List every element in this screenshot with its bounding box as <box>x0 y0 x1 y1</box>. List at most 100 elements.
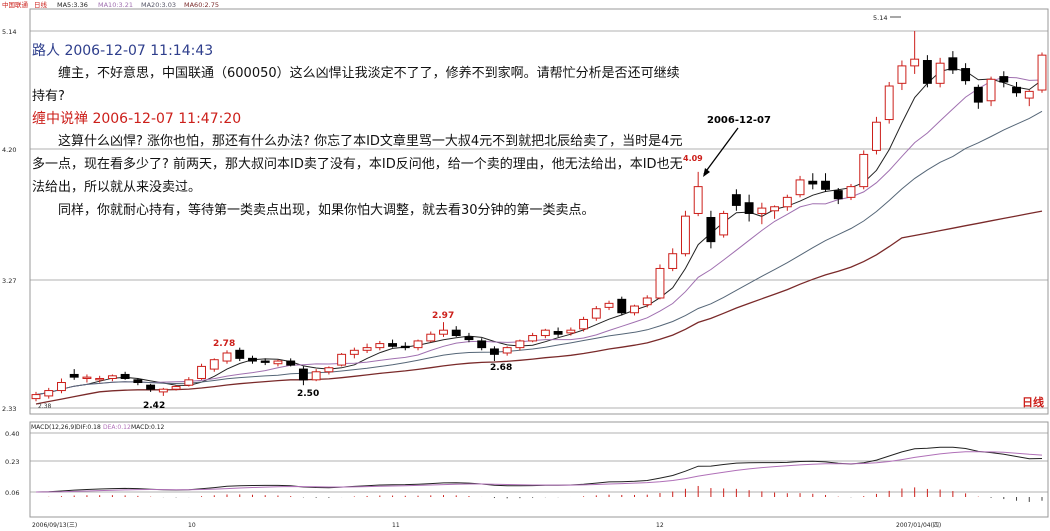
candle <box>987 77 995 107</box>
forum-post-overlay: 路人 2006-12-07 11:14:43 缠主，不好意思，中国联通（6000… <box>32 40 692 222</box>
date-label: 2006/09/13(三) <box>32 522 77 529</box>
candle <box>147 384 155 392</box>
date-label: 2007/01/04(四) <box>896 522 941 529</box>
candle <box>847 184 855 200</box>
candle <box>567 328 575 336</box>
candle-body <box>962 69 970 81</box>
candle <box>834 188 842 204</box>
date-label: 11 <box>392 522 400 529</box>
candle <box>554 328 562 337</box>
macd-tick: 0.23 <box>5 458 19 466</box>
candle-body <box>860 154 868 186</box>
date-label: 10 <box>188 522 196 529</box>
candle <box>32 392 40 401</box>
header-ma20: MA20:3.03 <box>141 1 176 9</box>
post1-header: 路人 2006-12-07 11:14:43 <box>32 40 692 62</box>
candle-body <box>580 319 588 328</box>
candle-body <box>338 354 346 365</box>
candle-body <box>427 334 435 341</box>
candle-body <box>911 59 919 66</box>
candle-body <box>771 207 779 211</box>
candle-body <box>210 360 218 369</box>
candle-body <box>198 366 206 378</box>
candle-body <box>1038 55 1046 90</box>
candle-body <box>554 332 562 335</box>
candle-body <box>121 374 129 378</box>
candle-body <box>299 369 307 380</box>
candle-body <box>363 348 371 351</box>
candle <box>414 340 422 351</box>
macd-header-dea: DEA:0.12 <box>103 424 131 431</box>
candle-body <box>172 387 180 390</box>
candle-body <box>350 350 358 354</box>
candle <box>974 85 982 109</box>
candle <box>771 205 779 218</box>
candle-body <box>529 336 537 341</box>
candle <box>299 366 307 385</box>
candle <box>121 372 129 380</box>
candle <box>452 326 460 337</box>
candle-body <box>249 358 257 361</box>
candle <box>490 346 498 361</box>
candle-body <box>478 341 486 348</box>
post2-paragraph-2: 同样，你就耐心持有，等待第一类卖点出现，如果你怕大调整，就去看30分钟的第一类卖… <box>32 199 692 222</box>
candle <box>732 189 740 210</box>
header-period: 日线 <box>34 0 48 9</box>
candle <box>83 374 91 382</box>
candle-body <box>707 217 715 241</box>
candle-body <box>108 376 116 379</box>
macd-panel-frame <box>30 422 1048 517</box>
candle-body <box>274 361 282 364</box>
candle <box>249 356 257 364</box>
candle-body <box>223 353 231 361</box>
candle-body <box>96 378 104 379</box>
candle <box>401 342 409 350</box>
candle <box>580 317 588 332</box>
candle-body <box>720 213 728 234</box>
macd-tick: 0.06 <box>5 489 19 497</box>
candle-body <box>32 395 40 399</box>
macd-header-macd: MACD:0.12 <box>131 424 165 431</box>
header-stock-name: 中国联通 <box>2 0 29 9</box>
annotation-low-242: 2.42 <box>143 401 165 411</box>
candle <box>669 248 677 271</box>
date-label: 12 <box>656 522 664 529</box>
annotation-low-250: 2.50 <box>297 389 319 399</box>
candle-body <box>873 122 881 150</box>
candle <box>134 378 142 385</box>
candle <box>592 306 600 321</box>
annotation-low-268: 2.68 <box>490 363 512 373</box>
candle-body <box>732 195 740 206</box>
candle-body <box>1025 91 1033 98</box>
candle <box>962 63 970 84</box>
candle-body <box>796 180 804 195</box>
candle <box>516 340 524 351</box>
candle <box>694 172 702 216</box>
candle <box>236 348 244 361</box>
candle-body <box>70 374 78 377</box>
candle <box>465 333 473 342</box>
candle <box>312 369 320 381</box>
price-tick: 2.33 <box>2 405 16 413</box>
header-ma60: MA60:2.75 <box>184 1 219 9</box>
candle-body <box>58 383 66 391</box>
candle <box>440 322 448 337</box>
header-ma10: MA10:3.21 <box>98 1 133 9</box>
candle <box>159 388 167 396</box>
candle <box>198 364 206 380</box>
candle <box>911 31 919 74</box>
candle-body <box>834 191 842 199</box>
candle <box>656 264 664 299</box>
candle <box>707 211 715 249</box>
candle-body <box>440 330 448 334</box>
candle-body <box>987 79 995 100</box>
candle <box>541 329 549 338</box>
candle-body <box>809 181 817 184</box>
candle <box>643 295 651 307</box>
candle <box>796 176 804 197</box>
candle-body <box>974 87 982 102</box>
candle-body <box>45 391 53 396</box>
candle-body <box>936 63 944 83</box>
candle <box>529 333 537 342</box>
annotation-peak-514: 5.14 <box>873 14 887 22</box>
